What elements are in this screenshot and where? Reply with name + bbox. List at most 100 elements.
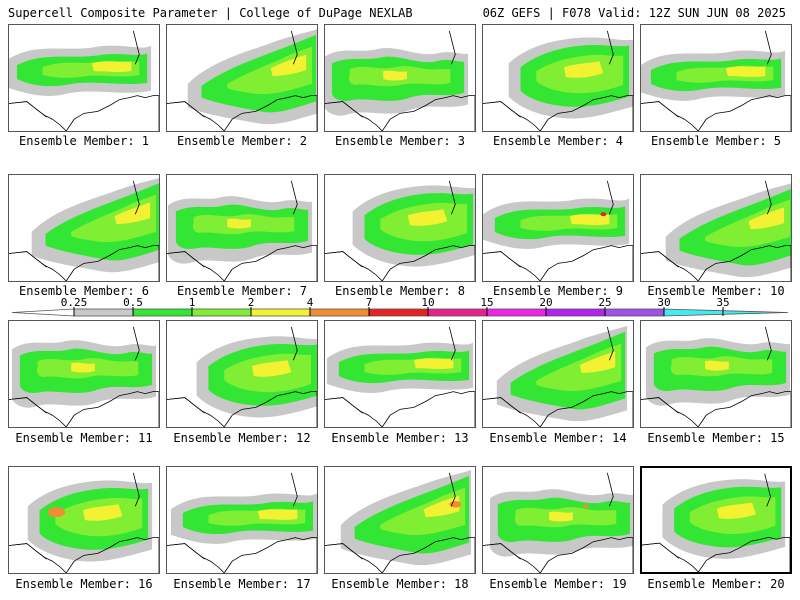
border-line — [167, 251, 205, 268]
border-line — [642, 542, 680, 559]
member-map-15 — [641, 326, 791, 427]
scp-contour-4 — [251, 360, 292, 377]
member-caption-2: Ensemble Member: 2 — [176, 134, 308, 148]
coastline — [9, 95, 159, 131]
colorbar-segment — [486, 308, 547, 317]
member-caption-9: Ensemble Member: 9 — [492, 284, 624, 298]
member-map-14 — [483, 325, 633, 427]
scp-contour-3 — [227, 46, 313, 95]
member-map-panel-6[interactable] — [8, 174, 160, 282]
state-line — [132, 472, 140, 507]
state-line — [290, 472, 298, 507]
member-caption-5: Ensemble Member: 5 — [650, 134, 782, 148]
state-line — [290, 30, 298, 65]
state-line — [764, 180, 772, 215]
scp-contour-4 — [114, 202, 151, 225]
member-map-20 — [642, 473, 790, 572]
member-map-panel-11[interactable] — [8, 320, 160, 428]
member-map-17 — [167, 472, 317, 573]
member-caption-14: Ensemble Member: 14 — [489, 431, 627, 445]
state-line — [448, 472, 456, 507]
colorbar-segment — [368, 308, 429, 317]
coastline — [167, 537, 317, 573]
state-line — [764, 30, 772, 65]
scp-contour-4 — [91, 61, 132, 73]
border-line — [167, 397, 205, 414]
member-map-panel-3[interactable] — [324, 24, 476, 132]
scp-max-cell — [582, 504, 589, 509]
member-caption-11: Ensemble Member: 11 — [15, 431, 153, 445]
member-map-panel-8[interactable] — [324, 174, 476, 282]
member-caption-20: Ensemble Member: 20 — [647, 577, 785, 591]
border-line — [325, 543, 363, 560]
member-map-6 — [9, 177, 159, 281]
scp-contour-3 — [71, 194, 157, 243]
member-map-panel-1[interactable] — [8, 24, 160, 132]
member-map-7 — [167, 180, 317, 281]
member-map-2 — [167, 29, 317, 131]
member-map-panel-14[interactable] — [482, 320, 634, 428]
member-map-8 — [325, 180, 475, 281]
state-line — [448, 326, 456, 361]
member-map-panel-16[interactable] — [8, 466, 160, 574]
member-caption-18: Ensemble Member: 18 — [331, 577, 469, 591]
member-map-panel-17[interactable] — [166, 466, 318, 574]
member-map-13 — [325, 326, 475, 427]
colorbar-segment — [309, 308, 370, 317]
member-map-panel-19[interactable] — [482, 466, 634, 574]
color-scale-bar: 0.25 0.5 1 2 4 7 10 15 20 25 30 35 — [11, 296, 789, 317]
scp-contour-4 — [569, 214, 610, 225]
state-line — [606, 180, 614, 215]
colorbar-tick-label: 30 — [657, 296, 670, 309]
colorbar-segment — [191, 308, 252, 317]
colorbar-tick-label: 4 — [307, 296, 314, 309]
member-map-panel-5[interactable] — [640, 24, 792, 132]
scp-contour-4 — [407, 209, 448, 226]
border-line — [483, 543, 521, 560]
colorbar-segment — [250, 308, 311, 317]
member-map-panel-15[interactable] — [640, 320, 792, 428]
state-line — [606, 472, 614, 507]
member-map-1 — [9, 30, 159, 131]
border-line — [641, 251, 679, 268]
colorbar-tick-label: 0.5 — [123, 296, 143, 309]
state-line — [132, 180, 140, 215]
border-line — [325, 251, 363, 268]
member-map-panel-9[interactable] — [482, 174, 634, 282]
member-map-16 — [9, 472, 159, 573]
border-line — [9, 251, 47, 268]
state-line — [606, 326, 614, 361]
colorbar-segment — [132, 308, 193, 317]
state-line — [290, 180, 298, 215]
page-title: Supercell Composite Parameter | College … — [8, 6, 413, 20]
member-map-panel-18[interactable] — [324, 466, 476, 574]
member-map-panel-2[interactable] — [166, 24, 318, 132]
border-line — [167, 543, 205, 560]
coastline — [483, 245, 633, 281]
member-caption-6: Ensemble Member: 6 — [18, 284, 150, 298]
member-map-panel-4[interactable] — [482, 24, 634, 132]
member-map-12 — [167, 326, 317, 427]
scp-contour-4 — [705, 360, 729, 371]
member-map-panel-10[interactable] — [640, 174, 792, 282]
scp-contour-4 — [423, 495, 460, 518]
member-map-10 — [641, 180, 791, 281]
member-map-panel-13[interactable] — [324, 320, 476, 428]
colorbar-segment — [663, 308, 789, 317]
border-line — [9, 397, 47, 414]
colorbar-below-arrow — [11, 308, 75, 317]
member-caption-10: Ensemble Member: 10 — [647, 284, 785, 298]
scp-contour-4 — [725, 66, 766, 77]
member-caption-16: Ensemble Member: 16 — [15, 577, 153, 591]
member-map-panel-20[interactable] — [640, 466, 792, 574]
border-line — [9, 101, 47, 118]
state-line — [448, 30, 456, 65]
border-line — [9, 543, 47, 560]
member-map-panel-12[interactable] — [166, 320, 318, 428]
border-line — [325, 101, 363, 118]
member-caption-1: Ensemble Member: 1 — [18, 134, 150, 148]
scp-max-cell — [449, 501, 462, 508]
scp-contour-3 — [380, 487, 466, 536]
member-map-panel-7[interactable] — [166, 174, 318, 282]
colorbar-tick-label: 0.25 — [61, 296, 88, 309]
